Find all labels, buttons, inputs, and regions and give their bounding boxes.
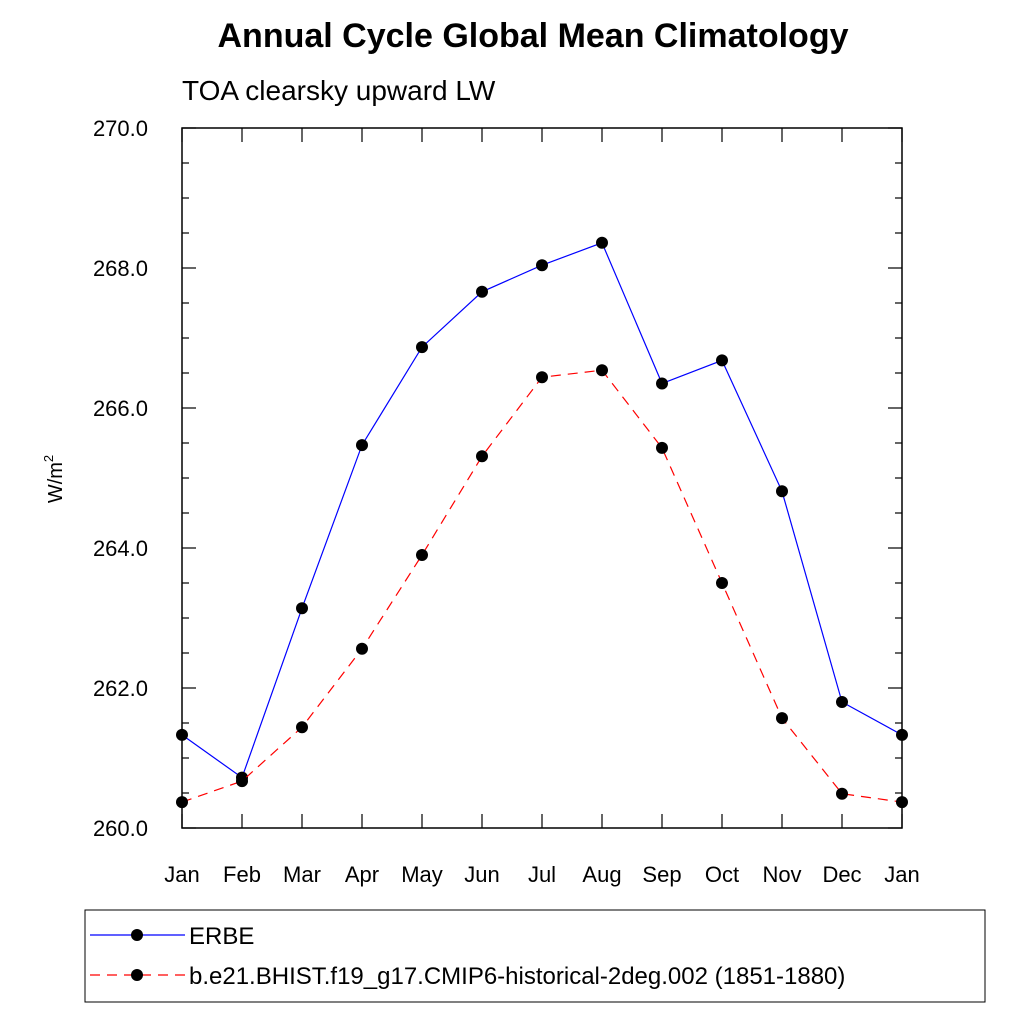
x-tick-label: Nov [762,862,801,887]
data-point-series-1 [416,549,428,561]
data-point-series-1 [236,775,248,788]
data-point-series-1 [776,712,788,725]
data-point-series-0 [476,285,488,298]
data-point-series-1 [536,371,548,384]
y-tick-label: 264.0 [93,536,148,561]
y-tick-label: 268.0 [93,256,148,281]
legend-label-erbe: ERBE [189,923,254,950]
data-point-series-1 [836,787,848,800]
x-tick-label: Jul [528,862,556,887]
series-1 [176,364,908,809]
data-point-series-0 [656,377,668,390]
data-point-series-0 [356,439,368,452]
legend-marker-erbe [131,929,143,941]
svg-text:W/m2: W/m2 [41,455,67,503]
y-tick-label: 260.0 [93,816,148,841]
chart-title: Annual Cycle Global Mean Climatology [218,17,849,55]
plot-frame [181,127,903,829]
data-point-series-1 [476,450,488,463]
y-tick-labels: 260.0 262.0 264.0 266.0 268.0 270.0 [93,116,148,841]
y-axis-label-text: W/m [45,462,67,503]
data-point-series-0 [776,485,788,498]
x-tick-label: Oct [705,862,739,887]
x-tick-label: Jun [464,862,499,887]
legend-label-model: b.e21.BHIST.f19_g17.CMIP6-historical-2de… [189,963,845,990]
x-tick-label: Mar [283,862,321,887]
x-tick-label: Dec [822,862,861,887]
x-tick-label: Jan [164,862,199,887]
data-point-series-0 [716,354,728,367]
x-tick-label: Aug [582,862,621,887]
data-point-series-1 [356,642,368,655]
legend: ERBE b.e21.BHIST.f19_g17.CMIP6-historica… [84,909,986,1003]
data-point-series-1 [656,441,668,454]
y-axis-label-superscript: 2 [41,455,56,462]
x-tick-label: Jan [884,862,919,887]
x-tick-label: May [401,862,443,887]
legend-marker-model [131,969,143,981]
chart-subtitle: TOA clearsky upward LW [182,75,496,106]
legend-box [84,909,986,1003]
series-line-1 [181,369,903,803]
data-point-series-0 [296,602,308,615]
data-point-series-1 [596,364,608,377]
data-point-series-0 [596,236,608,249]
y-tick-label: 266.0 [93,396,148,421]
series-line-0 [181,242,903,779]
x-tick-labels: Jan Feb Mar Apr May Jun Jul Aug Sep Oct Nov Dec Jan [164,862,919,887]
y-axis-label: W/m2 [41,455,67,503]
x-tick-label: Feb [223,862,261,887]
data-point-series-0 [536,259,548,272]
series-layer [176,236,908,809]
y-tick-label: 270.0 [93,116,148,141]
data-point-series-0 [416,341,428,354]
data-point-series-1 [296,721,308,734]
x-tick-label: Apr [345,862,379,887]
y-tick-label: 262.0 [93,676,148,701]
data-point-series-0 [836,696,848,708]
data-point-series-1 [176,796,188,809]
x-tick-label: Sep [642,862,681,887]
data-point-series-0 [176,728,188,741]
series-0 [176,236,908,784]
ticks-layer [181,127,903,829]
data-point-series-1 [896,796,908,809]
data-point-series-0 [896,728,908,741]
data-point-series-1 [716,577,728,589]
